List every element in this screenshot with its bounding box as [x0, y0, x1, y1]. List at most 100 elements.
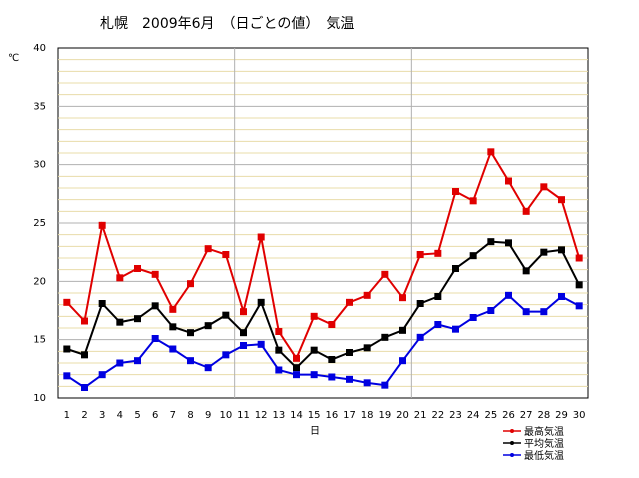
data-point — [98, 371, 106, 379]
data-point — [487, 238, 495, 246]
legend-label: 平均気温 — [524, 437, 564, 450]
data-point — [505, 239, 512, 247]
data-point — [257, 340, 265, 348]
x-tick-label: 29 — [555, 410, 568, 421]
chart-title: 札幌 2009年6月 （日ごとの値） 気温 — [100, 16, 354, 32]
x-tick-label: 18 — [361, 410, 374, 421]
data-point — [381, 270, 389, 278]
x-tick-label: 15 — [308, 410, 321, 421]
y-tick-label: 35 — [33, 101, 46, 112]
data-point — [257, 298, 265, 306]
data-point — [204, 364, 212, 372]
data-point — [522, 308, 530, 316]
legend-label: 最高気温 — [524, 425, 564, 438]
data-point — [381, 381, 389, 389]
x-tick-label: 21 — [414, 410, 427, 421]
x-tick-label: 4 — [117, 410, 123, 421]
legend-label: 最低気温 — [524, 449, 564, 462]
x-tick-label: 2 — [81, 410, 87, 421]
data-point — [240, 308, 247, 316]
data-point — [187, 329, 194, 337]
x-tick-label: 30 — [573, 410, 586, 421]
data-point — [540, 248, 548, 256]
x-tick-label: 3 — [99, 410, 105, 421]
data-point — [363, 379, 371, 387]
data-point — [399, 294, 406, 302]
data-point — [310, 371, 318, 379]
data-point — [204, 245, 212, 253]
series-1 — [63, 238, 583, 372]
data-point — [222, 311, 230, 319]
data-point — [558, 293, 565, 300]
y-axis-label: ℃ — [8, 53, 19, 64]
data-point — [540, 308, 548, 316]
data-point — [63, 298, 71, 306]
data-point — [381, 333, 389, 341]
data-point — [469, 314, 477, 321]
data-point — [363, 344, 371, 352]
data-point — [169, 305, 177, 313]
data-point — [558, 246, 565, 254]
data-point — [575, 302, 583, 310]
data-point — [257, 233, 265, 241]
x-tick-label: 6 — [152, 410, 158, 421]
data-point — [275, 366, 283, 374]
legend-marker — [510, 453, 514, 457]
data-point — [505, 177, 512, 185]
data-point — [116, 274, 124, 282]
data-point — [487, 148, 495, 156]
data-point — [469, 197, 477, 205]
data-point — [346, 298, 353, 306]
data-point — [434, 321, 442, 328]
x-tick-label: 17 — [343, 410, 356, 421]
x-tick-label: 1 — [64, 410, 70, 421]
data-point — [399, 326, 406, 334]
x-tick-label: 23 — [449, 410, 462, 421]
data-point — [204, 322, 212, 330]
y-tick-label: 10 — [33, 393, 46, 404]
data-point — [505, 291, 512, 299]
data-point — [363, 291, 371, 299]
data-point — [328, 373, 336, 381]
data-point — [346, 375, 353, 383]
data-point — [275, 328, 283, 335]
data-point — [434, 249, 442, 257]
data-point — [240, 342, 247, 349]
legend-marker — [510, 441, 514, 445]
x-tick-labels: 1 2 3 4 5 6 7 8 9 10 11 12 13 14 15 16 17 18 19 20 21 22 23 24 2… — [64, 410, 586, 421]
y-tick-label: 30 — [33, 160, 46, 171]
data-point — [575, 281, 583, 289]
x-tick-label: 13 — [272, 410, 285, 421]
data-point — [293, 354, 300, 362]
data-point — [416, 300, 424, 307]
data-point — [310, 312, 318, 320]
x-tick-label: 20 — [396, 410, 409, 421]
data-point — [416, 251, 424, 258]
data-point — [187, 357, 194, 365]
data-point — [151, 335, 159, 342]
x-tick-label: 26 — [502, 410, 515, 421]
data-point — [81, 317, 88, 325]
data-point — [522, 267, 530, 275]
data-point — [240, 329, 247, 337]
x-tick-label: 12 — [255, 410, 268, 421]
data-point — [522, 207, 530, 215]
data-point — [187, 280, 194, 288]
data-point — [63, 345, 71, 353]
data-point — [328, 356, 336, 363]
data-point — [310, 346, 318, 354]
x-tick-label: 24 — [467, 410, 480, 421]
y-tick-labels: 10 15 20 25 30 35 40 — [33, 43, 46, 404]
data-point — [575, 254, 583, 262]
x-tick-label: 25 — [484, 410, 497, 421]
series-2 — [63, 291, 583, 391]
data-point — [116, 359, 124, 367]
data-point — [98, 300, 106, 307]
x-tick-label: 27 — [520, 410, 533, 421]
data-point — [434, 293, 442, 300]
grid-lines — [58, 48, 588, 398]
x-tick-label: 5 — [134, 410, 140, 421]
x-tick-label: 22 — [431, 410, 444, 421]
data-point — [151, 270, 159, 278]
data-point — [81, 384, 88, 391]
